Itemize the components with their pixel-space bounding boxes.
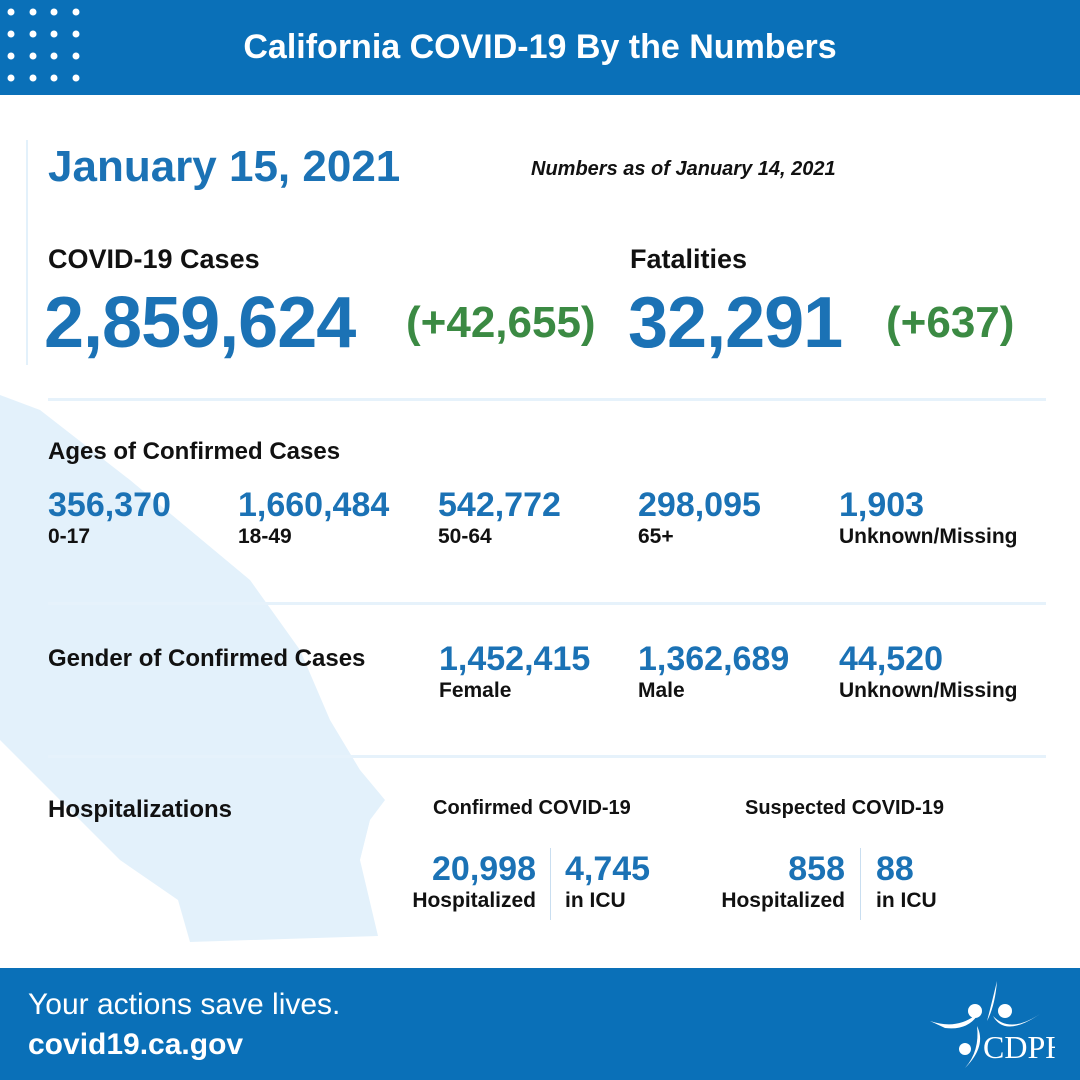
- hospitalizations-title: Hospitalizations: [48, 796, 233, 823]
- suspected-icu-label: in ICU: [876, 889, 937, 912]
- age-label: 18-49: [238, 525, 292, 548]
- suspected-hospitalized-label: Hospitalized: [721, 889, 845, 912]
- suspected-hospitalized: 858 Hospitalized: [710, 850, 845, 913]
- gender-value: 44,520: [839, 640, 943, 678]
- gender-title: Gender of Confirmed Cases: [48, 645, 366, 672]
- as-of-note: Numbers as of January 14, 2021: [531, 158, 836, 180]
- confirmed-title: Confirmed COVID-19: [433, 797, 631, 819]
- divider: [860, 848, 861, 920]
- gender-item: 44,520 Unknown/Missing: [839, 640, 1018, 703]
- age-item: 356,370 0-17: [48, 486, 171, 549]
- age-label: 50-64: [438, 525, 492, 548]
- age-label: 0-17: [48, 525, 91, 548]
- confirmed-hospitalized-value: 20,998: [432, 850, 536, 888]
- age-label: Unknown/Missing: [839, 525, 1018, 548]
- age-value: 356,370: [48, 486, 171, 524]
- cdph-logo-icon: CDPH: [930, 981, 1055, 1068]
- gender-item: 1,452,415 Female: [439, 640, 590, 703]
- confirmed-hospitalized-label: Hospitalized: [412, 889, 536, 912]
- footer-bar: Your actions save lives. covid19.ca.gov …: [0, 968, 1080, 1080]
- divider: [48, 602, 1046, 605]
- confirmed-icu: 4,745 in ICU: [565, 850, 650, 913]
- cases-total: 2,859,624: [44, 283, 356, 363]
- suspected-icu: 88 in ICU: [876, 850, 937, 913]
- fatalities-label: Fatalities: [630, 244, 748, 274]
- age-item: 1,660,484 18-49: [238, 486, 389, 549]
- gender-value: 1,362,689: [638, 640, 790, 678]
- confirmed-icu-label: in ICU: [565, 889, 626, 912]
- age-value: 1,660,484: [238, 486, 390, 524]
- cdph-logo-text: CDPH: [983, 1029, 1055, 1065]
- gender-label: Female: [439, 679, 512, 702]
- suspected-icu-value: 88: [876, 850, 914, 888]
- fatalities-total: 32,291: [628, 283, 843, 363]
- dots-decoration-icon: [7, 8, 80, 82]
- cases-label: COVID-19 Cases: [48, 244, 260, 274]
- divider: [550, 848, 551, 920]
- tagline: Your actions save lives.: [28, 988, 341, 1021]
- gender-item: 1,362,689 Male: [638, 640, 789, 703]
- age-value: 298,095: [638, 486, 761, 524]
- gender-value: 1,452,415: [439, 640, 591, 678]
- ages-title: Ages of Confirmed Cases: [48, 438, 341, 465]
- cases-change: (+42,655): [406, 298, 596, 347]
- gender-label: Unknown/Missing: [839, 679, 1018, 702]
- divider: [48, 398, 1046, 401]
- website-link[interactable]: covid19.ca.gov: [28, 1028, 244, 1061]
- age-value: 1,903: [839, 486, 925, 524]
- divider: [48, 755, 1046, 758]
- confirmed-hospitalized: 20,998 Hospitalized: [406, 850, 536, 913]
- age-item: 1,903 Unknown/Missing: [839, 486, 1018, 549]
- fatalities-change: (+637): [886, 298, 1015, 347]
- gender-label: Male: [638, 679, 685, 702]
- confirmed-icu-value: 4,745: [565, 850, 651, 888]
- age-item: 542,772 50-64: [438, 486, 561, 549]
- age-value: 542,772: [438, 486, 561, 524]
- suspected-title: Suspected COVID-19: [745, 797, 944, 819]
- report-date: January 15, 2021: [48, 142, 401, 191]
- age-item: 298,095 65+: [638, 486, 761, 549]
- page-title: California COVID-19 By the Numbers: [243, 28, 837, 66]
- age-label: 65+: [638, 525, 674, 548]
- header-bar: California COVID-19 By the Numbers: [0, 0, 1080, 95]
- suspected-hospitalized-value: 858: [788, 850, 845, 888]
